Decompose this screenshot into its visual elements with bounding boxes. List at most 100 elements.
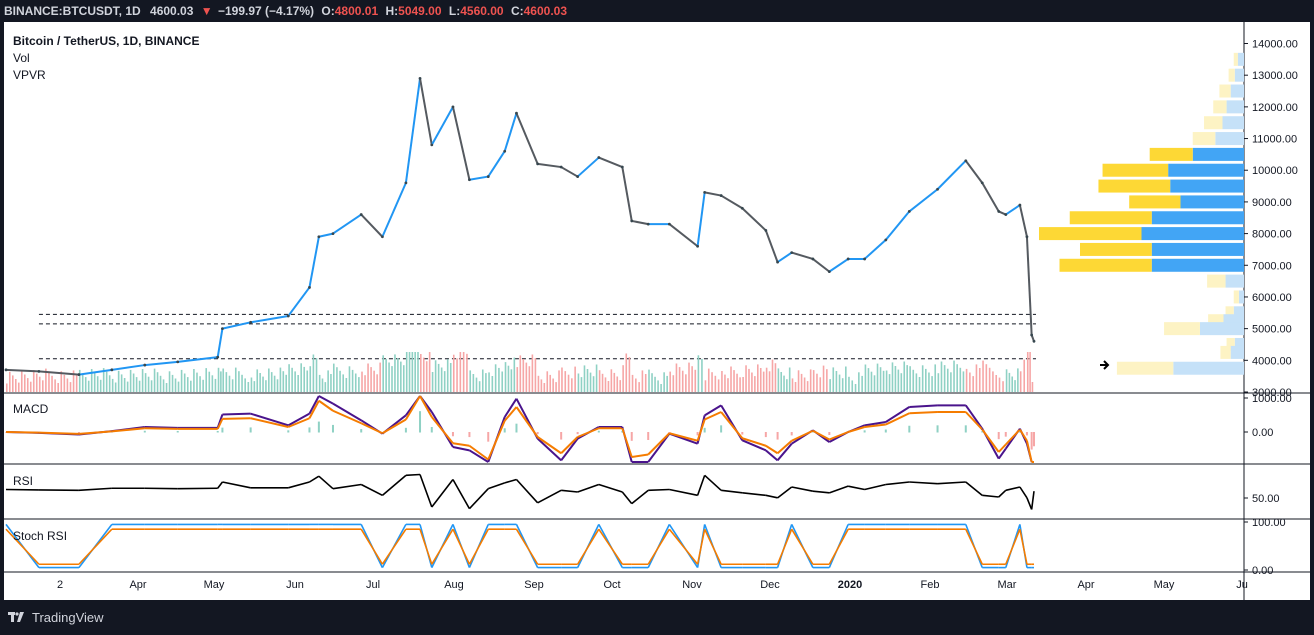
volume-bar [60,371,63,392]
price-point [703,191,707,194]
volume-bar [431,372,434,392]
price-segment [631,219,649,226]
price-point [1018,203,1022,207]
macd-line-segment [560,438,579,461]
volume-bar [589,372,592,392]
macd-tick-label: 1000.00 [1252,393,1292,405]
rsi-line-segment [598,483,623,493]
volume-bar [279,367,282,392]
volume-bar [238,371,240,392]
volume-bar [982,360,984,392]
stoch-rsi-label[interactable]: Stoch RSI [13,529,68,543]
chart-canvas[interactable]: 3000.00 4000.00 5000.00 6000.00 7000.00 8000.… [4,22,1310,600]
macd-line-segment [144,426,178,429]
macd-line-segment [909,404,938,408]
macd-label[interactable]: MACD [13,402,49,416]
volume-bar [644,374,647,392]
vol-indicator-label[interactable]: Vol [13,51,30,65]
volume-bar [420,354,422,392]
rsi-label[interactable]: RSI [13,474,34,488]
volume-bar [199,376,201,392]
volume-bar [6,383,8,392]
tradingview-brand[interactable]: TradingView [32,610,104,625]
volume-bar [841,378,844,392]
volume-bar [733,370,735,392]
price-point [630,219,634,223]
rsi-line-segment [419,474,433,508]
signal-line-segment [487,420,506,460]
vp-bar-down [1226,337,1235,351]
vp-bar-up [1230,84,1244,98]
price-segment [1018,204,1028,237]
macd-histogram-bar [560,432,563,440]
volume-bar [561,367,563,392]
volume-bar [622,365,624,392]
price-segment [885,210,911,241]
vp-bar-up [1234,68,1244,82]
vp-bar-down [1228,68,1235,82]
volume-bar [574,366,576,392]
volume-bar [156,372,159,392]
low-label: L: [448,4,461,18]
stoch-d-segment [468,528,489,565]
signal-line-segment [405,395,421,421]
volume-bar [809,369,812,392]
volume-bar [425,361,428,392]
rsi-line-segment [318,475,334,490]
time-axis-label: May [204,579,225,591]
time-axis-label: May [1154,579,1175,591]
signal-line-segment [332,409,362,425]
volume-bar [488,372,490,392]
macd-histogram-bar [597,430,600,433]
time-axis-label: 2020 [838,579,862,591]
symbol-label[interactable]: BINANCE:BTCUSDT, 1D [4,4,141,18]
price-segment [560,166,579,178]
volume-bar [491,376,494,392]
volume-bar [691,366,693,392]
volume-bar [1002,381,1004,392]
volume-bar [601,373,604,392]
volume-bar [507,365,510,392]
volume-bar [858,372,860,392]
volume-bar [150,380,153,392]
volume-bar [339,370,341,392]
volume-bar [262,376,264,392]
volume-bar [635,378,637,392]
signal-line-segment [419,395,433,418]
macd-histogram-bar [430,427,433,433]
price-point [997,210,1001,213]
volume-bar [63,374,66,392]
macd-histogram-bar [1030,432,1033,450]
low-value: 4560.00 [460,4,504,18]
volume-bar [81,373,84,392]
signal-line-segment [222,417,251,420]
volume-bar [546,371,549,392]
volume-bar [11,375,14,392]
volume-bar [972,376,974,392]
volume-bar [391,366,393,392]
volume-bar [654,376,656,392]
volume-bar [315,358,318,392]
rsi-line-segment [577,483,600,493]
volume-bar [663,372,665,392]
signal-line-segment [909,411,938,415]
signal-line-segment [144,427,178,430]
macd-histogram-bar [703,427,706,433]
signal-line-segment [812,429,830,441]
volume-bar [324,382,327,392]
price-segment [981,182,1000,212]
volume-bar [754,376,756,392]
price-tick-label: 7000.00 [1252,260,1292,272]
volume-bar [504,362,507,392]
price-point [667,222,671,226]
volume-bar [405,352,408,392]
rsi-line-segment [631,489,649,505]
stoch-d-segment [576,528,600,565]
vpvr-indicator-label[interactable]: VPVR [13,68,46,82]
chart-area[interactable]: 3000.00 4000.00 5000.00 6000.00 7000.00 8000.… [4,22,1310,600]
macd-histogram-bar [1004,432,1007,437]
volume-bar [247,382,250,392]
rsi-line-segment [648,488,670,492]
time-axis-label: Sep [524,579,544,591]
signal-line-segment [1019,428,1028,442]
